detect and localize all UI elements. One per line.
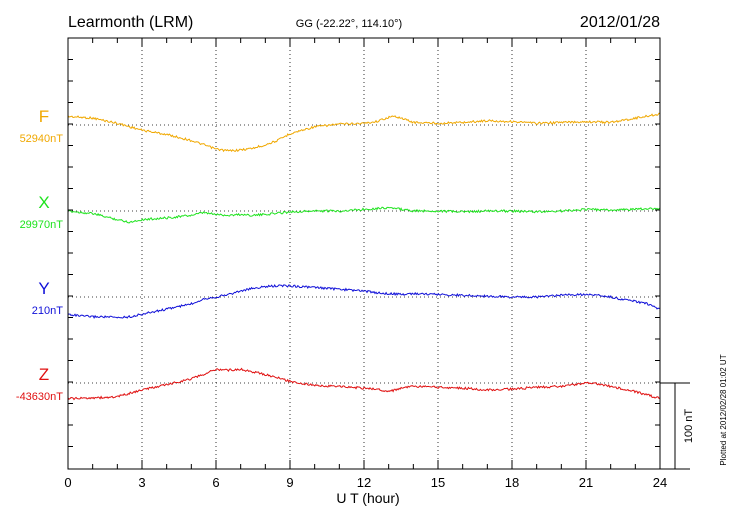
series-lines [67,112,661,401]
x-axis-title: U T (hour) [336,490,399,506]
x-tick-label: 15 [431,475,445,490]
series-line-x [67,206,661,224]
series-baseline-z: -43630nT [16,391,63,403]
series-baseline-y: 210nT [32,305,63,317]
coordinates-label: GG (-22.22°, 114.10°) [296,18,402,30]
series-name-y: Y [38,279,49,298]
plotted-timestamp: Plotted at 2012/02/28 01:02 UT [719,354,728,465]
x-tick-label: 18 [505,475,519,490]
x-tick-label: 24 [653,475,667,490]
scale-bar-label: 100 nT [683,409,695,444]
series-name-f: F [39,107,49,126]
series-line-f [67,112,661,153]
series-name-z: Z [39,365,49,384]
station-title: Learmonth (LRM) [68,14,193,31]
axis-ticks [67,38,661,469]
grid [68,38,660,469]
x-tick-label: 12 [357,475,371,490]
series-name-x: X [38,193,49,212]
series-line-z [67,367,661,401]
axis-labels: 0 3 6 9 12 15 18 21 24 F 52940nT X 29970nT Y 210nT Z -43… [16,107,667,490]
date-label: 2012/01/28 [580,14,660,31]
scale-bar: 100 nT [660,382,695,470]
x-tick-label: 3 [138,475,145,490]
series-baseline-f: 52940nT [20,133,64,145]
x-tick-label: 0 [64,475,71,490]
series-baseline-x: 29970nT [20,219,64,231]
x-tick-label: 6 [212,475,219,490]
x-tick-label: 9 [286,475,293,490]
x-tick-label: 21 [579,475,593,490]
series-line-y [67,283,661,320]
